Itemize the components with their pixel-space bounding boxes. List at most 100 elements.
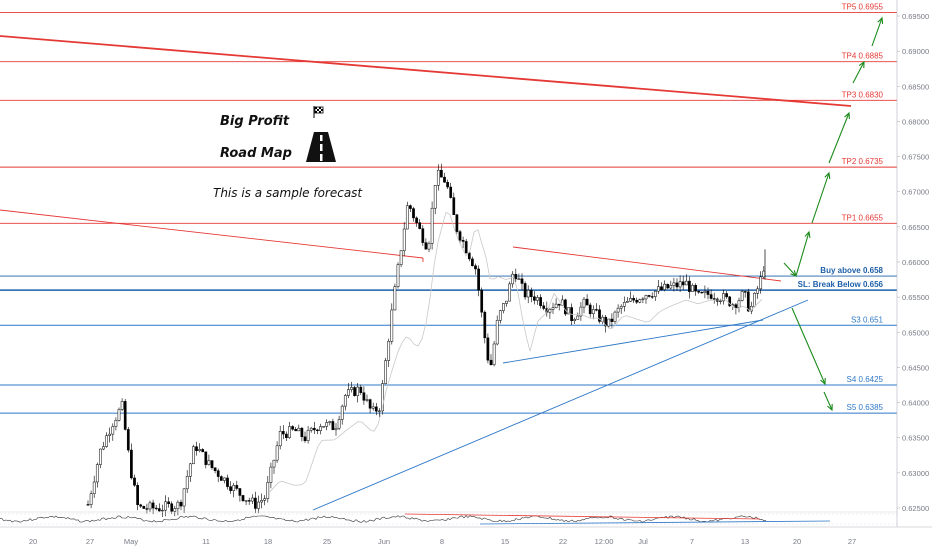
candle (198, 443, 201, 453)
candle-body (464, 241, 468, 254)
candle (672, 277, 676, 292)
price-axis[interactable]: 0.69500 0.69000 0.68500 0.68000 0.67500 0.670… (896, 0, 932, 550)
time-tick-label: 27 (848, 537, 856, 546)
arrow-head (827, 403, 833, 412)
candle (502, 303, 505, 314)
candle (684, 274, 688, 286)
candle-body (114, 420, 118, 427)
candle-body (483, 311, 487, 339)
candle-body (371, 406, 375, 409)
candle-body (697, 290, 701, 293)
candle-body (95, 464, 99, 483)
candle-body (337, 419, 341, 429)
candle-body (148, 502, 152, 510)
candle (402, 222, 406, 257)
candle-body (170, 503, 174, 512)
candle-body (229, 486, 232, 491)
candle-body (188, 463, 192, 477)
candle-body (595, 309, 598, 311)
candle-body (393, 286, 397, 311)
candle (526, 285, 530, 304)
candle (734, 303, 738, 315)
candle (117, 407, 121, 422)
candle-body (740, 291, 744, 301)
candle (272, 459, 276, 474)
candle (409, 204, 412, 212)
candle (691, 283, 694, 293)
time-tick-label: 18 (264, 537, 272, 546)
bull-arrow-tp5 (871, 16, 884, 47)
time-axis[interactable]: 20 27 May 11 18 25 Jun 8 15 22 12:00 Jul 7 13 20 27 (0, 526, 932, 546)
candle (374, 402, 378, 416)
candle (263, 495, 267, 506)
level-label: TP2 0.6735 (842, 157, 884, 166)
candle (647, 294, 651, 298)
candle-body (629, 298, 632, 302)
candle (288, 421, 291, 439)
candle-body (319, 426, 322, 432)
candle-body (133, 477, 136, 486)
candle-body (285, 433, 288, 438)
candle-body (210, 460, 214, 469)
candle (585, 294, 589, 306)
candle-body (539, 297, 542, 307)
candle-body (198, 449, 201, 451)
time-tick-label: 20 (29, 537, 37, 546)
level-label: TP4 0.6885 (842, 52, 884, 61)
candle-body (223, 477, 226, 481)
candle (703, 285, 707, 299)
candle (495, 315, 499, 346)
candle (709, 289, 713, 300)
candle-body (694, 285, 697, 292)
candle (554, 298, 558, 309)
candle-body (297, 427, 301, 432)
candle-body (145, 508, 149, 510)
candle-body (529, 290, 533, 297)
candle (201, 448, 205, 453)
candle-body (192, 446, 195, 465)
candle-body (275, 445, 279, 461)
arrow-head (858, 60, 865, 69)
candle-body (613, 311, 617, 322)
time-tick-label: Jul (638, 537, 648, 546)
candle (412, 206, 415, 222)
candle (139, 503, 143, 508)
candle-body (517, 278, 521, 280)
candle-body (89, 493, 93, 505)
candle (312, 421, 316, 434)
candle (675, 278, 679, 292)
candle-body (579, 306, 583, 317)
candle (626, 297, 629, 303)
candle-body (762, 270, 766, 278)
candle (588, 302, 592, 318)
candle-body (126, 429, 130, 451)
candle-body (635, 299, 639, 303)
candle (306, 426, 310, 444)
candle-body (672, 282, 676, 286)
price-tick-label: 0.69500 (902, 12, 929, 21)
candle (440, 163, 443, 178)
candle (368, 398, 372, 414)
candle-body (347, 389, 350, 396)
candle-body (734, 304, 738, 309)
level-label: S4 0.6425 (847, 375, 884, 384)
candle-body (436, 169, 440, 186)
candle (523, 281, 527, 300)
candle (111, 423, 115, 441)
candle-body (588, 304, 592, 315)
candle-body (582, 298, 586, 308)
candle (746, 288, 750, 312)
candle (182, 488, 186, 514)
candle-body (619, 306, 623, 309)
candle (517, 273, 521, 280)
candle-body (511, 273, 515, 285)
price-tick-label: 0.63500 (902, 434, 929, 443)
candle (508, 281, 511, 302)
candle (613, 310, 617, 325)
candle (275, 441, 279, 463)
candle (436, 164, 440, 191)
candle (446, 179, 449, 190)
candle-body (458, 231, 462, 241)
candle (424, 238, 428, 250)
